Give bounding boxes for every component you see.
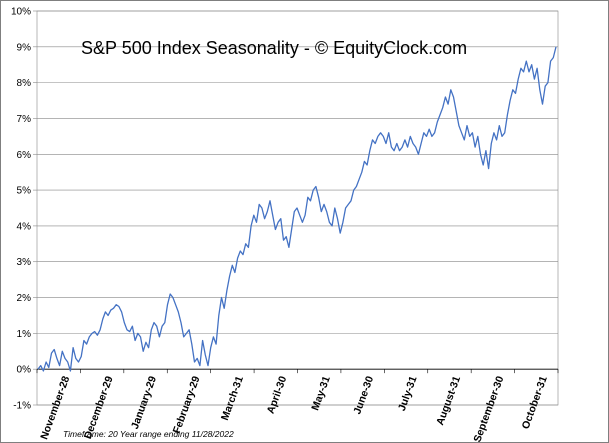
y-tick-label: 3% xyxy=(17,257,32,268)
y-tick-label: 4% xyxy=(17,221,32,232)
y-tick-label: 6% xyxy=(17,150,32,161)
y-tick-label: 0% xyxy=(17,365,32,376)
y-tick-label: 8% xyxy=(17,78,32,89)
y-tick-label: 5% xyxy=(17,186,32,197)
chart-footnote: Timeframe: 20 Year range ending 11/28/20… xyxy=(63,429,234,439)
chart-title: S&P 500 Index Seasonality - © EquityCloc… xyxy=(81,38,467,58)
sp500-seasonality-line xyxy=(37,46,557,372)
y-tick-label: -1% xyxy=(13,401,31,412)
y-tick-label: 9% xyxy=(17,42,32,53)
y-tick-label: 10% xyxy=(11,7,31,18)
y-axis-ticks: -1% 0% 1% 2% 3% 4% 5% 6% 7% 8% 9% 10% xyxy=(11,7,37,412)
y-tick-label: 2% xyxy=(17,293,32,304)
y-tick-label: 1% xyxy=(17,329,32,340)
y-tick-label: 7% xyxy=(17,114,32,125)
